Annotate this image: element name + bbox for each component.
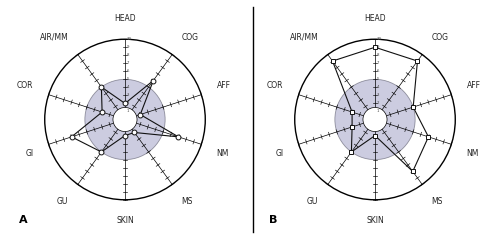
Text: B: B [269,216,278,225]
Text: COR: COR [267,81,283,90]
Text: 2: 2 [376,101,379,105]
Text: 5: 5 [376,77,379,81]
Text: 7: 7 [126,61,129,65]
Text: 8: 8 [126,53,129,57]
Text: NM: NM [216,149,229,158]
Text: GU: GU [57,197,68,206]
Text: COR: COR [17,81,34,90]
Text: AIR/MM: AIR/MM [290,33,318,42]
Text: GI: GI [276,149,283,158]
Text: GU: GU [307,197,318,206]
Text: GI: GI [26,149,34,158]
Text: 10: 10 [376,37,382,41]
Text: 1: 1 [126,109,129,114]
Circle shape [335,79,415,160]
Text: 6: 6 [126,69,129,73]
Text: 2: 2 [126,101,129,105]
Text: 3: 3 [126,93,129,98]
Text: 1: 1 [376,109,379,114]
Text: SKIN: SKIN [366,216,384,225]
Text: 10: 10 [126,37,132,41]
Text: 4: 4 [126,85,129,89]
Text: 8: 8 [376,53,379,57]
Text: AFF: AFF [216,81,230,90]
Text: 9: 9 [126,45,129,49]
Text: AFF: AFF [466,81,480,90]
Text: NM: NM [466,149,479,158]
Text: A: A [19,216,28,225]
Text: HEAD: HEAD [114,14,136,23]
Text: 3: 3 [376,93,379,98]
Circle shape [363,108,387,131]
Text: 9: 9 [376,45,379,49]
Circle shape [44,39,205,200]
Text: 5: 5 [126,77,129,81]
Circle shape [294,39,456,200]
Circle shape [113,108,137,131]
Text: SKIN: SKIN [116,216,134,225]
Text: MS: MS [432,197,443,206]
Text: MS: MS [182,197,193,206]
Text: COG: COG [182,33,198,42]
Text: COG: COG [432,33,448,42]
Text: 7: 7 [376,61,379,65]
Circle shape [85,79,165,160]
Text: HEAD: HEAD [364,14,386,23]
Text: AIR/MM: AIR/MM [40,33,68,42]
Text: 6: 6 [376,69,379,73]
Text: 4: 4 [376,85,379,89]
